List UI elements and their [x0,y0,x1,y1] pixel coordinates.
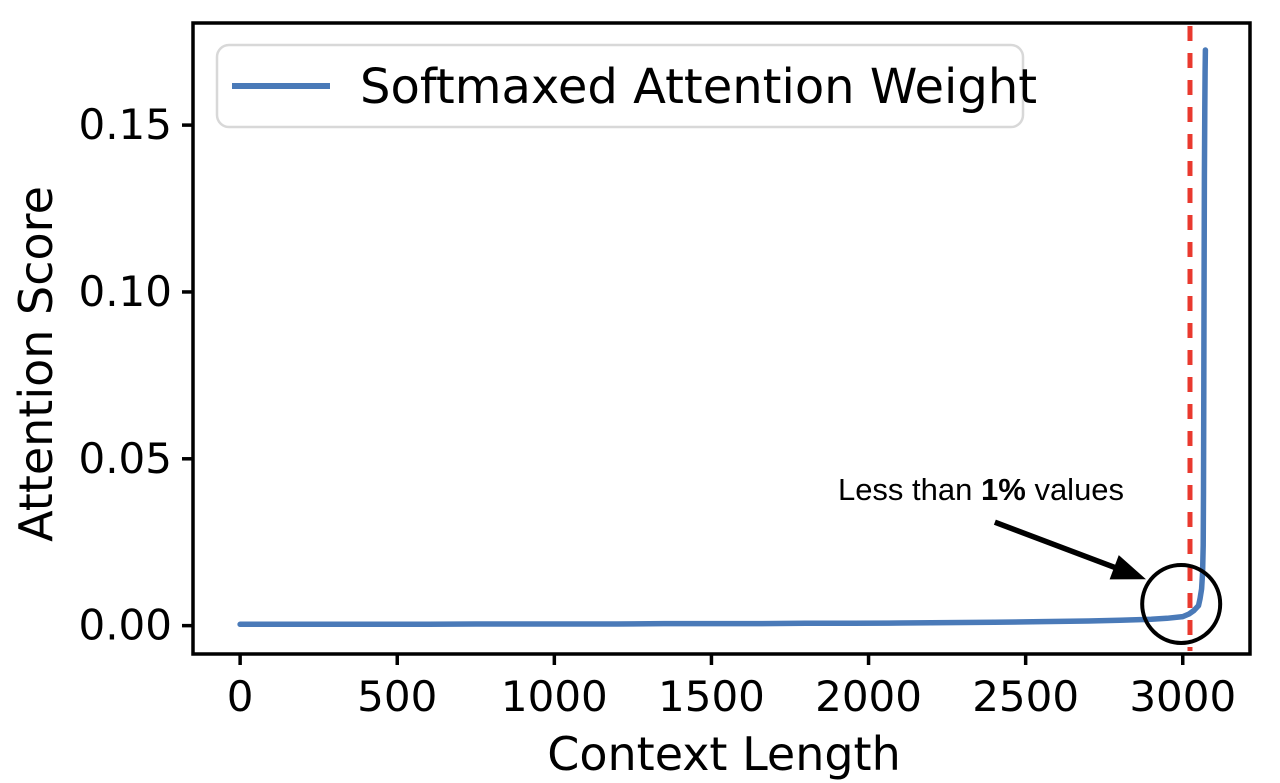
annotation-arrow-shaft [993,519,1118,571]
axis-ticks: 0 500 1000 1500 2000 2500 3000 0.00 0.05 0.10 0.15 [78,100,1236,721]
legend: Softmaxed Attention Weight [215,43,1037,129]
x-tick-label: 2500 [972,672,1079,721]
legend-label: Softmaxed Attention Weight [360,59,1037,115]
x-tick-label: 0 [227,672,254,721]
attention-weight-line [237,47,1209,628]
x-tick-label: 3000 [1129,672,1236,721]
annotation-arrow-head [1109,555,1146,580]
annotation-text-bold: 1% [981,472,1026,507]
annotation-graphics [993,519,1223,645]
x-axis-label: Context Length [547,727,901,781]
x-tick-label: 500 [357,672,437,721]
legend-box [215,43,1025,129]
x-tick-label: 1000 [501,672,608,721]
x-tick-label: 2000 [815,672,922,721]
x-tick-label: 1500 [658,672,765,721]
y-tick-label: 0.15 [78,100,172,149]
y-tick-label: 0.05 [78,434,172,483]
annotation-text-prefix: Less than [838,472,981,507]
y-tick-label: 0.10 [78,267,172,316]
y-tick-label: 0.00 [78,601,172,650]
highlight-circle [1140,562,1223,645]
data-series [237,26,1209,651]
annotation-text: Less than 1% values [838,472,1124,507]
annotation-text-suffix: values [1034,472,1124,507]
y-axis-label: Attention Score [9,186,63,542]
plot-border [191,21,1252,656]
